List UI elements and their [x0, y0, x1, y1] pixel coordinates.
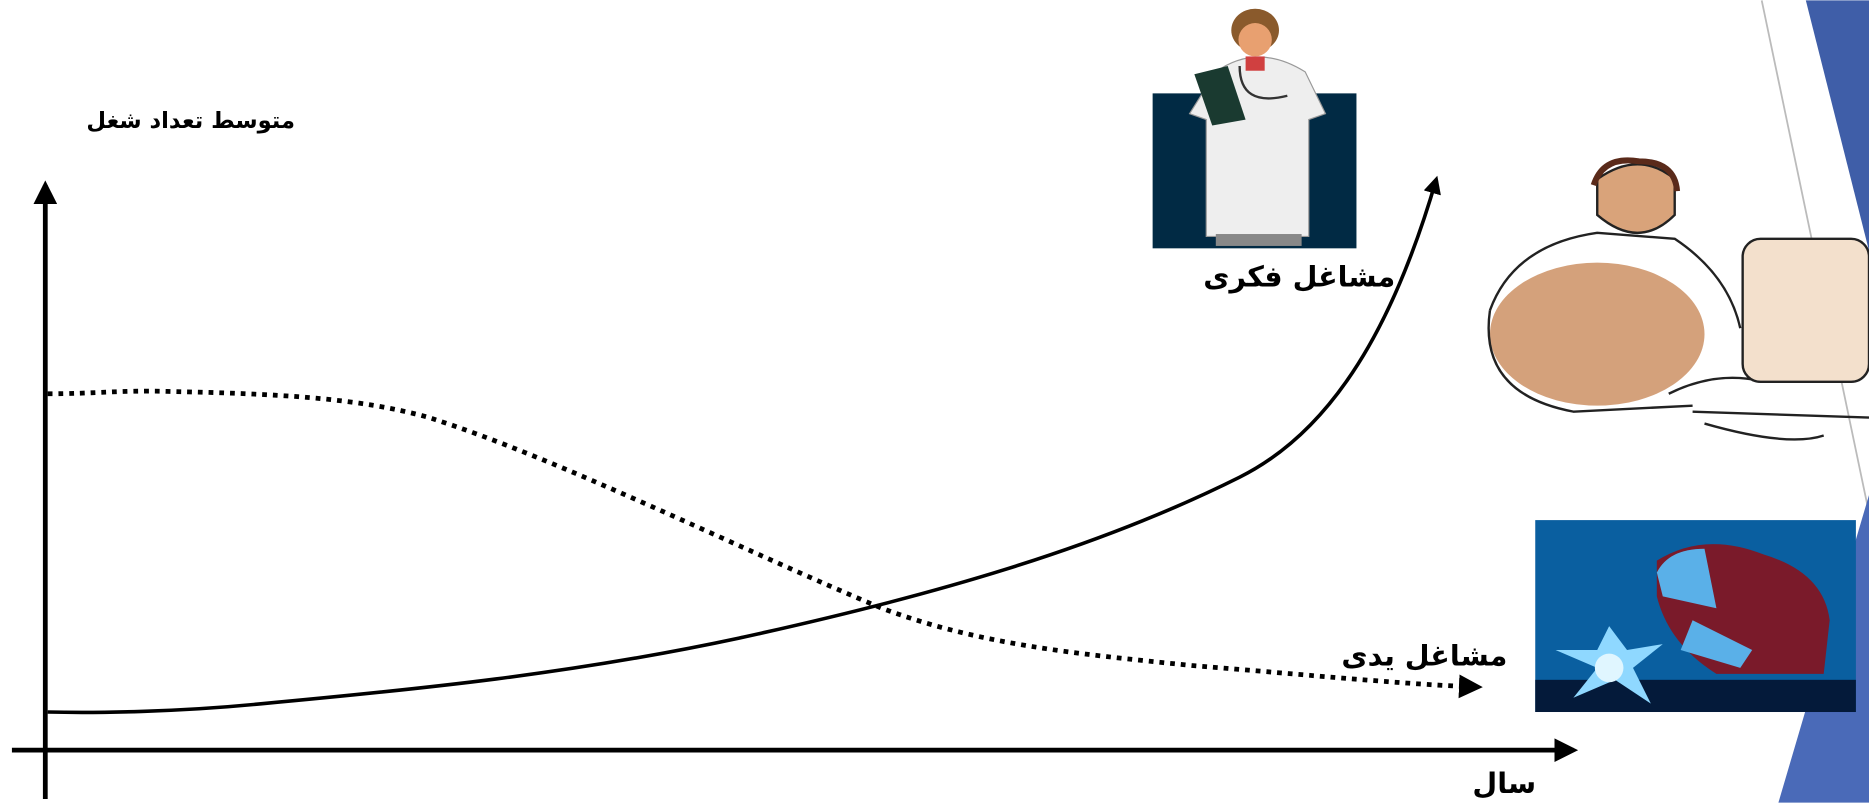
y-axis-label: متوسط تعداد شغل — [86, 108, 295, 134]
curve-label: مشاغل فکری — [1203, 259, 1395, 293]
welder-icon — [1535, 520, 1856, 713]
curve-label: مشاغل یدی — [1341, 639, 1507, 673]
x-axis-label: سال — [1472, 766, 1536, 800]
doctor-icon — [1152, 8, 1357, 249]
computer-user-icon — [1487, 157, 1869, 441]
manual-jobs-curve — [47, 388, 1483, 699]
mental-jobs-curve — [47, 175, 1441, 715]
